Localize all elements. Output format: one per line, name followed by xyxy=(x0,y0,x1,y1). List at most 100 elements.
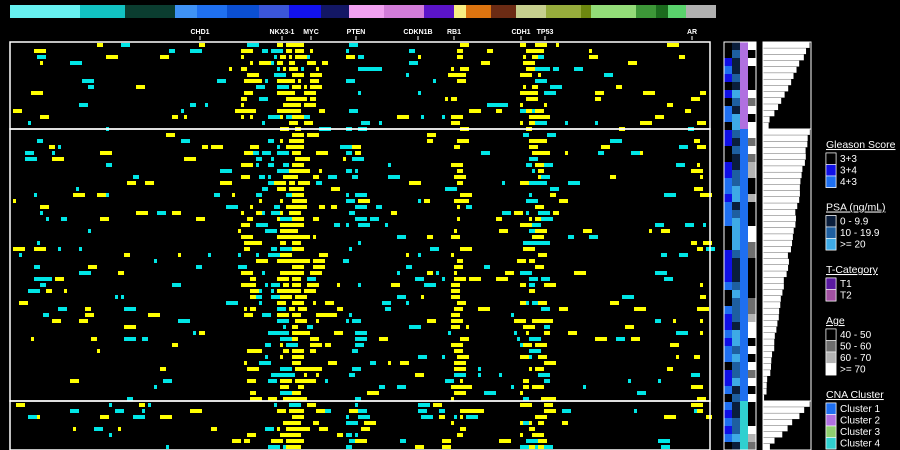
cna-cell xyxy=(280,247,292,251)
cna-cell xyxy=(451,235,460,239)
cna-cell xyxy=(301,67,304,71)
chromosome-segment xyxy=(686,5,716,18)
cna-cell xyxy=(154,385,157,389)
cna-cell xyxy=(451,283,460,287)
cna-cell xyxy=(454,199,457,203)
cna-cell xyxy=(451,163,463,167)
clinical-cell xyxy=(732,170,740,178)
cna-cell xyxy=(400,439,406,443)
cna-cell xyxy=(280,217,283,221)
chromosome-segment xyxy=(10,5,80,18)
clinical-cell xyxy=(724,194,732,202)
clinical-cell xyxy=(748,346,756,354)
cna-cell xyxy=(460,337,469,341)
burden-bar xyxy=(763,320,778,327)
cna-cell xyxy=(58,247,61,251)
cna-cell xyxy=(349,409,358,413)
clinical-cell xyxy=(732,354,740,362)
clinical-cell xyxy=(748,210,756,218)
cna-cell xyxy=(40,115,49,119)
cna-cell xyxy=(280,199,283,203)
cna-cell xyxy=(271,49,283,53)
cna-cell xyxy=(265,343,271,347)
cna-cell xyxy=(292,235,298,239)
cna-cell xyxy=(385,223,388,227)
cna-cell xyxy=(406,301,409,305)
cna-cell xyxy=(280,355,283,359)
cna-cell xyxy=(376,205,382,209)
cna-cell xyxy=(286,145,289,149)
burden-bar xyxy=(763,376,768,383)
cna-cell xyxy=(418,91,421,95)
cna-cell xyxy=(523,325,535,329)
burden-bar xyxy=(763,407,805,413)
clinical-cell xyxy=(732,146,740,154)
cna-cell xyxy=(355,217,367,221)
cna-cell xyxy=(355,193,367,197)
cna-cell xyxy=(277,217,280,221)
cna-cell xyxy=(532,91,538,95)
cna-cell xyxy=(325,301,334,305)
cna-cell xyxy=(241,223,250,227)
cna-cell xyxy=(280,229,289,233)
cna-cell xyxy=(346,415,349,419)
cna-cell xyxy=(349,433,352,437)
cna-cell xyxy=(454,145,460,149)
cna-cell xyxy=(700,331,703,335)
cna-cell xyxy=(127,397,133,401)
cna-cell xyxy=(244,283,250,287)
cna-cell xyxy=(655,319,661,323)
cna-cell xyxy=(520,121,523,125)
cna-cell xyxy=(532,235,544,239)
cna-cell xyxy=(550,193,556,197)
cna-cell xyxy=(544,397,556,401)
cna-cell xyxy=(538,301,547,305)
cna-cell xyxy=(361,427,370,431)
cna-cell xyxy=(427,235,433,239)
chromosome-segment xyxy=(349,5,384,18)
cna-cell xyxy=(286,97,295,101)
cna-cell xyxy=(34,277,40,281)
cna-cell xyxy=(355,433,358,437)
cna-cell xyxy=(70,409,79,413)
cluster-track-cell xyxy=(740,401,748,450)
cna-cell xyxy=(172,343,178,347)
chromosome-segment xyxy=(466,5,491,18)
cna-cell xyxy=(226,205,238,209)
cna-cell xyxy=(538,49,544,53)
clinical-cell xyxy=(724,378,732,386)
cna-cell xyxy=(610,301,619,305)
legend-label: 0 - 9.9 xyxy=(840,217,869,228)
clinical-cell xyxy=(732,234,740,242)
cna-cell xyxy=(703,241,712,245)
cna-cell xyxy=(520,421,523,425)
cna-cell xyxy=(307,55,310,59)
cna-cell xyxy=(658,439,670,443)
cluster-track-cell xyxy=(740,129,748,401)
cna-cell xyxy=(499,229,508,233)
cna-cell xyxy=(52,157,64,161)
clinical-cell xyxy=(732,106,740,114)
cna-cell xyxy=(535,121,547,125)
cna-cell xyxy=(457,181,463,185)
cna-cell xyxy=(286,91,295,95)
cna-cell xyxy=(241,109,250,113)
cna-cell xyxy=(184,115,187,119)
cna-cell xyxy=(472,409,484,413)
cna-cell xyxy=(667,367,673,371)
cna-cell xyxy=(454,229,457,233)
cna-cell xyxy=(160,367,166,371)
cna-cell xyxy=(283,373,295,377)
cna-cell xyxy=(700,193,703,197)
cna-cell xyxy=(304,91,316,95)
cna-cell xyxy=(361,121,370,125)
cna-cell xyxy=(76,187,79,191)
cna-cell xyxy=(346,79,355,83)
clinical-cell xyxy=(748,42,756,50)
cna-cell xyxy=(271,157,274,161)
clinical-cell xyxy=(748,314,756,322)
clinical-frame xyxy=(723,41,757,450)
cna-cell xyxy=(262,151,271,155)
gene-label: MYC xyxy=(303,29,319,36)
